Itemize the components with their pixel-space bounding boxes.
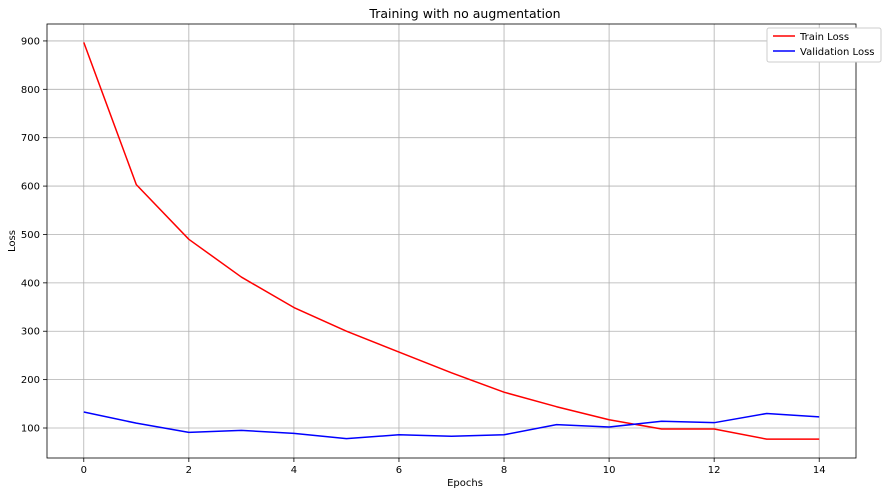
y-axis-ticks: 100 200 300 400 500 600 700 800 900	[21, 36, 47, 435]
y-axis-label: Loss	[7, 230, 18, 252]
plot-frame	[46, 23, 857, 459]
x-tick-label: 6	[396, 465, 402, 476]
y-tick-label: 800	[21, 85, 40, 96]
y-tick-label: 900	[21, 36, 40, 47]
grid	[47, 24, 856, 458]
x-tick-label: 0	[81, 465, 87, 476]
y-tick-label: 400	[21, 278, 40, 289]
x-tick-label: 8	[501, 465, 507, 476]
series-line-train-loss	[83, 42, 820, 440]
y-tick-label: 300	[21, 327, 40, 338]
x-axis-ticks: 0 2 4 6 8 10 12 14	[81, 458, 826, 476]
x-axis-label: Epochs	[447, 478, 483, 489]
x-tick-label: 14	[813, 465, 826, 476]
legend-label-validation-loss: Validation Loss	[800, 47, 875, 58]
series-lines	[83, 42, 820, 440]
y-tick-label: 600	[21, 182, 40, 193]
legend-label-train-loss: Train Loss	[799, 32, 849, 43]
legend: Train Loss Validation Loss	[766, 27, 882, 63]
y-tick-label: 200	[21, 375, 40, 386]
x-tick-label: 12	[708, 465, 721, 476]
x-tick-label: 4	[291, 465, 297, 476]
y-tick-label: 500	[21, 230, 40, 241]
x-tick-label: 10	[603, 465, 616, 476]
chart-title: Training with no augmentation	[368, 6, 560, 21]
x-tick-label: 2	[186, 465, 192, 476]
y-tick-label: 700	[21, 133, 40, 144]
series-line-validation-loss	[83, 411, 820, 440]
y-tick-label: 100	[21, 424, 40, 435]
legend-box	[766, 27, 882, 63]
